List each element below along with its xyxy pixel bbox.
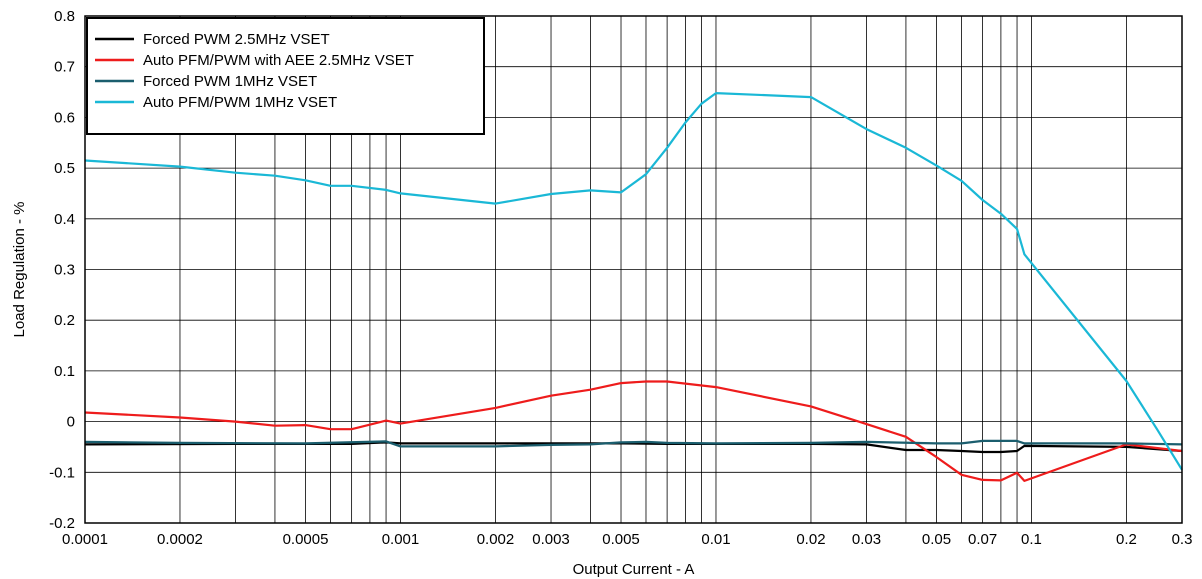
- y-tick-label: 0.5: [54, 160, 75, 177]
- x-tick-label: 0.01: [701, 531, 730, 548]
- y-tick-label: 0: [67, 414, 75, 431]
- y-tick-label: -0.2: [49, 515, 75, 532]
- series-line-2: [84, 380, 1183, 482]
- series-line-3: [84, 439, 1183, 448]
- x-tick-label: 0.02: [796, 531, 825, 548]
- series-lines: [84, 92, 1183, 482]
- x-tick-label: 0.001: [382, 531, 420, 548]
- x-tick-label: 0.003: [532, 531, 570, 548]
- x-tick-label: 0.1: [1021, 531, 1042, 548]
- y-tick-label: -0.1: [49, 464, 75, 481]
- x-tick-label: 0.05: [922, 531, 951, 548]
- y-tick-label: 0.1: [54, 363, 75, 380]
- y-tick-label: 0.2: [54, 312, 75, 329]
- x-tick-label: 0.0001: [62, 531, 108, 548]
- legend-box: [86, 17, 485, 135]
- y-tick-label: 0.6: [54, 109, 75, 126]
- y-tick-labels: -0.2 -0.1 0 0.1 0.2 0.3 0.4 0.5 0.6 0.7 0.8: [49, 8, 75, 532]
- y-tick-label: 0.7: [54, 59, 75, 76]
- x-tick-label: 0.03: [852, 531, 881, 548]
- x-tick-label: 0.2: [1116, 531, 1137, 548]
- legend: Forced PWM 2.5MHz VSET Auto PFM/PWM with …: [86, 17, 485, 135]
- y-axis-label: Load Regulation - %: [11, 202, 28, 338]
- x-tick-label: 0.005: [602, 531, 640, 548]
- y-tick-label: 0.8: [54, 8, 75, 25]
- x-tick-labels: 0.0001 0.0002 0.0005 0.001 0.002 0.003 0.005 0.…: [62, 531, 1192, 548]
- x-tick-label: 0.0002: [157, 531, 203, 548]
- y-tick-label: 0.4: [54, 211, 75, 228]
- legend-label: Forced PWM 2.5MHz VSET: [143, 31, 330, 48]
- x-tick-label: 0.002: [477, 531, 515, 548]
- legend-label: Auto PFM/PWM with AEE 2.5MHz VSET: [143, 52, 414, 69]
- series-line-4: [84, 92, 1183, 471]
- legend-label: Auto PFM/PWM 1MHz VSET: [143, 94, 337, 111]
- x-tick-label: 0.07: [968, 531, 997, 548]
- x-tick-label: 0.3: [1172, 531, 1193, 548]
- legend-label: Forced PWM 1MHz VSET: [143, 73, 317, 90]
- y-tick-label: 0.3: [54, 262, 75, 279]
- plot-frame: [84, 15, 1183, 524]
- x-tick-label: 0.0005: [283, 531, 329, 548]
- x-axis-label: Output Current - A: [573, 561, 695, 578]
